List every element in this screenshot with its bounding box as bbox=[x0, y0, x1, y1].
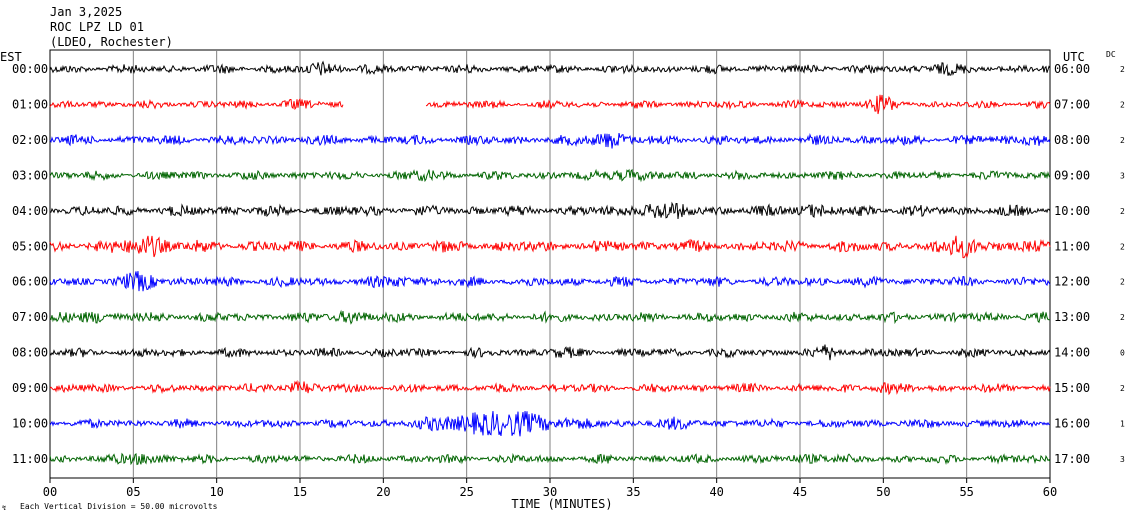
dc-value: 2 bbox=[1120, 100, 1125, 109]
dc-value: 2 bbox=[1120, 242, 1125, 251]
est-row-label: 03:00 bbox=[12, 168, 48, 182]
header-network: (LDEO, Rochester) bbox=[50, 35, 173, 49]
est-row-label: 04:00 bbox=[12, 204, 48, 218]
x-tick-label: 55 bbox=[959, 485, 973, 499]
utc-row-label: 13:00 bbox=[1054, 310, 1090, 324]
seismic-trace bbox=[49, 379, 1051, 396]
dc-value: 2 bbox=[1120, 136, 1125, 145]
right-axis-label: UTC bbox=[1063, 50, 1085, 64]
seismic-trace bbox=[49, 309, 1050, 325]
dc-label: DC bbox=[1106, 50, 1116, 59]
x-tick-label: 35 bbox=[626, 485, 640, 499]
seismic-trace bbox=[49, 271, 1051, 292]
x-tick-label: 40 bbox=[709, 485, 723, 499]
x-tick-label: 25 bbox=[459, 485, 473, 499]
utc-row-label: 14:00 bbox=[1054, 346, 1090, 360]
seismic-trace bbox=[49, 201, 1051, 220]
seismic-trace bbox=[49, 235, 1051, 259]
x-tick-label: 05 bbox=[126, 485, 140, 499]
dc-value: 3 bbox=[1120, 171, 1125, 180]
utc-row-label: 09:00 bbox=[1054, 168, 1090, 182]
utc-row-label: 16:00 bbox=[1054, 417, 1090, 431]
dc-value: 2 bbox=[1120, 65, 1125, 74]
x-tick-label: 15 bbox=[293, 485, 307, 499]
x-tick-label: 20 bbox=[376, 485, 390, 499]
est-row-label: 07:00 bbox=[12, 310, 48, 324]
x-axis-title: TIME (MINUTES) bbox=[511, 497, 612, 511]
est-row-label: 06:00 bbox=[12, 275, 48, 289]
est-row-label: 01:00 bbox=[12, 97, 48, 111]
utc-row-label: 12:00 bbox=[1054, 275, 1090, 289]
utc-row-label: 08:00 bbox=[1054, 133, 1090, 147]
seismic-trace bbox=[49, 411, 1051, 437]
est-row-label: 00:00 bbox=[12, 62, 48, 76]
est-row-label: 11:00 bbox=[12, 452, 48, 466]
seismic-trace bbox=[49, 168, 1051, 183]
utc-row-label: 15:00 bbox=[1054, 381, 1090, 395]
header-date: Jan 3,2025 bbox=[50, 5, 122, 19]
x-tick-label: 00 bbox=[43, 485, 57, 499]
seismic-trace bbox=[49, 344, 1051, 361]
dc-value: 2 bbox=[1120, 278, 1125, 287]
x-tick-label: 10 bbox=[209, 485, 223, 499]
utc-row-label: 10:00 bbox=[1054, 204, 1090, 218]
x-tick-label: 50 bbox=[876, 485, 890, 499]
est-row-label: 10:00 bbox=[12, 417, 48, 431]
header-station: ROC LPZ LD 01 bbox=[50, 20, 144, 34]
utc-row-label: 07:00 bbox=[1054, 97, 1090, 111]
x-tick-label: 60 bbox=[1043, 485, 1057, 499]
est-row-label: 05:00 bbox=[12, 239, 48, 253]
grid-lines bbox=[132, 50, 968, 478]
seismic-trace bbox=[49, 60, 1051, 76]
utc-row-label: 06:00 bbox=[1054, 62, 1090, 76]
trace-group bbox=[49, 60, 1051, 466]
utc-row-label: 17:00 bbox=[1054, 452, 1090, 466]
seismic-trace bbox=[49, 94, 1051, 115]
est-row-label: 08:00 bbox=[12, 346, 48, 360]
row-labels: 00:00 06:00 2 01:00 07:00 2 02:00 08:00 2 03:00 09… bbox=[12, 62, 1125, 466]
x-axis-ticks: 00 05 10 15 20 25 30 35 40 45 50 55 60 bbox=[43, 478, 1057, 499]
dc-value: 0 bbox=[1120, 349, 1125, 358]
est-row-label: 02:00 bbox=[12, 133, 48, 147]
dc-value: 2 bbox=[1120, 207, 1125, 216]
est-row-label: 09:00 bbox=[12, 381, 48, 395]
seismic-trace bbox=[49, 452, 1051, 466]
dc-value: 1 bbox=[1120, 420, 1125, 429]
dc-value: 2 bbox=[1120, 384, 1125, 393]
x-tick-label: 30 bbox=[543, 485, 557, 499]
dc-value: 3 bbox=[1120, 455, 1125, 464]
x-tick-label: 45 bbox=[793, 485, 807, 499]
footer-logo-icon: ↯ bbox=[2, 504, 6, 512]
left-axis-label: EST bbox=[0, 50, 22, 64]
utc-row-label: 11:00 bbox=[1054, 239, 1090, 253]
footer-note: Each Vertical Division = 50.00 microvolt… bbox=[20, 502, 218, 511]
dc-value: 2 bbox=[1120, 313, 1125, 322]
seismic-trace bbox=[49, 132, 1051, 149]
